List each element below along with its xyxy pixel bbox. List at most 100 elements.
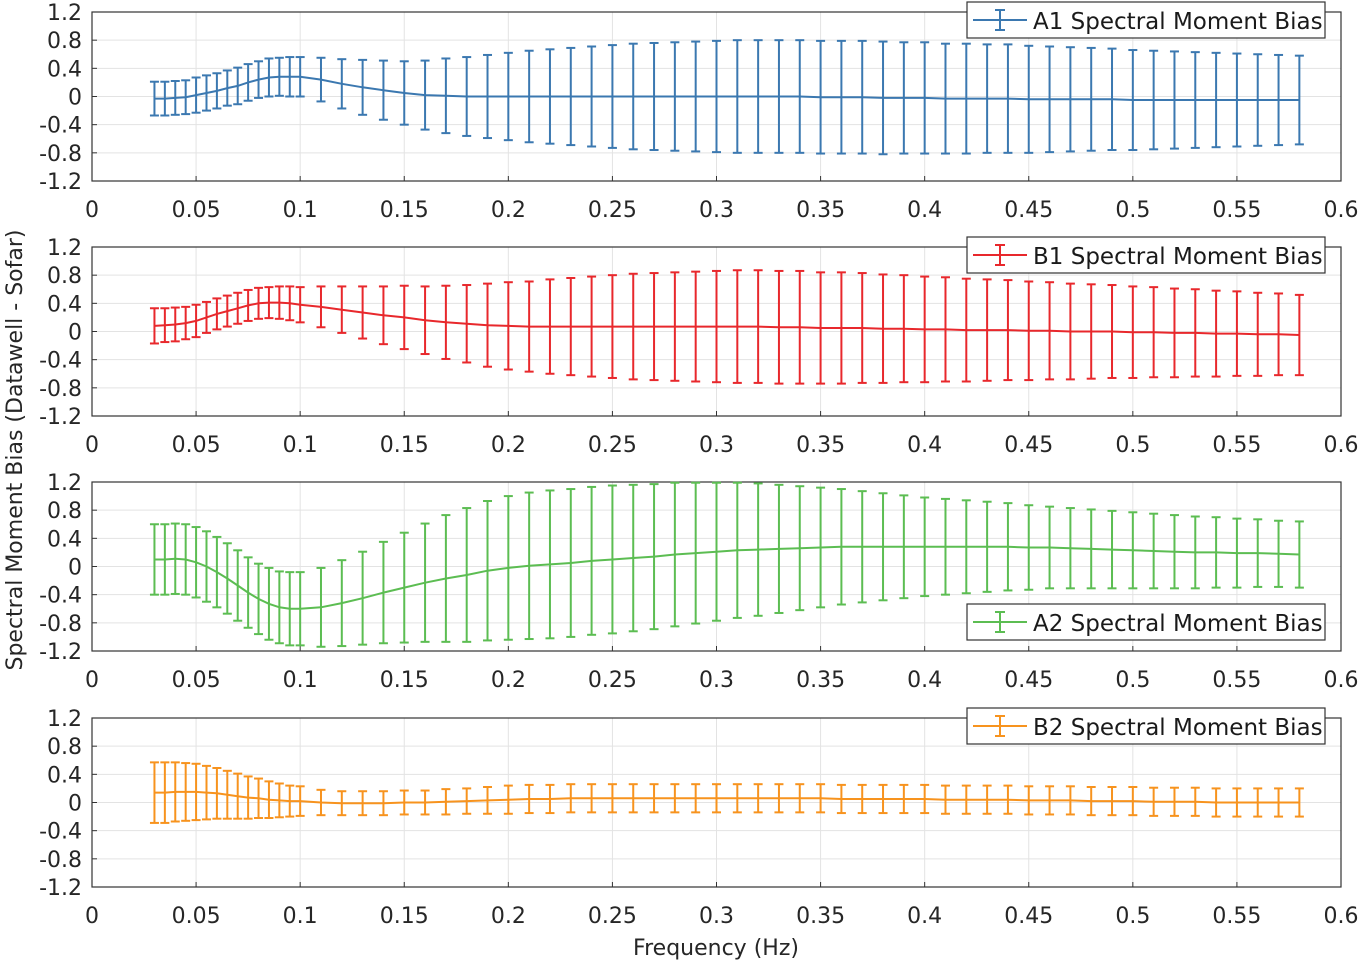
mean-line [154,545,1300,610]
y-tick-label: -0.8 [39,848,82,873]
x-tick-label: 0.55 [1212,198,1261,223]
y-tick-label: -0.8 [39,612,82,637]
y-tick-label: 0.8 [47,264,82,289]
x-tick-label: 0.45 [1004,904,1053,929]
x-tick-label: 0.2 [491,668,526,693]
x-tick-label: 0.55 [1212,668,1261,693]
x-tick-label: 0.5 [1115,198,1150,223]
x-tick-label: 0.35 [796,904,845,929]
x-tick-label: 0.4 [907,904,942,929]
y-tick-label: -0.8 [39,142,82,167]
x-tick-label: 0.5 [1115,904,1150,929]
mean-line [154,75,1300,101]
legend: B1 Spectral Moment Bias [966,236,1326,274]
x-tick-label: 0.15 [380,433,429,458]
x-tick-label: 0.3 [699,433,734,458]
y-tick-label: 1.2 [47,236,82,261]
subplot-4: 0 0.05 0.1 0.15 0.2 0.25 0.3 0.35 0.4 0.45 0.5 0.55… [39,707,1358,929]
subplot-2: 0 0.05 0.1 0.15 0.2 0.25 0.3 0.35 0.4 0.45 0.5 0.55… [39,236,1358,458]
x-tick-label: 0.1 [283,198,318,223]
x-tick-label: 0.05 [172,433,221,458]
x-tick-label: 0.55 [1212,433,1261,458]
x-tick-label: 0.15 [380,668,429,693]
x-tick-label: 0 [85,433,99,458]
x-axis-label: Frequency (Hz) [633,936,799,961]
x-tick-label: 0.55 [1212,904,1261,929]
y-tick-label: 0 [68,321,82,346]
x-tick-label: 0.2 [491,198,526,223]
subplot-3: 0 0.05 0.1 0.15 0.2 0.25 0.3 0.35 0.4 0.45 0.5 0.55… [39,471,1358,693]
x-tick-label: 0.25 [588,668,637,693]
x-tick-label: 0.1 [283,668,318,693]
y-tick-label: 0.4 [47,763,82,788]
y-tick-label: -0.4 [39,584,82,609]
y-tick-label: 1.2 [47,1,82,26]
x-tick-label: 0 [85,198,99,223]
legend-label: B1 Spectral Moment Bias [1033,244,1323,270]
y-tick-label: -0.4 [39,820,82,845]
y-axis-label: Spectral Moment Bias (Datawell - Sofar) [3,230,28,671]
y-tick-label: 0.8 [47,735,82,760]
y-tick-label: -1.2 [39,876,82,901]
legend-label: B2 Spectral Moment Bias [1033,715,1323,741]
x-tick-label: 0.15 [380,904,429,929]
x-tick-label: 0.4 [907,433,942,458]
x-tick-label: 0.5 [1115,433,1150,458]
x-tick-label: 0.25 [588,433,637,458]
x-tick-label: 0.3 [699,198,734,223]
x-tick-label: 0.6 [1324,668,1358,693]
x-tick-label: 0 [85,904,99,929]
y-tick-label: 1.2 [47,471,82,496]
x-tick-label: 0.35 [796,198,845,223]
x-tick-label: 0.3 [699,668,734,693]
axes-box [91,246,1342,417]
x-tick-label: 0.45 [1004,668,1053,693]
x-tick-label: 0.45 [1004,433,1053,458]
y-tick-label: 0 [68,792,82,817]
x-tick-label: 0.3 [699,904,734,929]
y-tick-label: 0.4 [47,57,82,82]
y-tick-label: 0.4 [47,292,82,317]
x-tick-label: 0.1 [283,904,318,929]
x-tick-label: 0.6 [1324,198,1358,223]
subplot-1: 0 0.05 0.1 0.15 0.2 0.25 0.3 0.35 0.4 0.45 0.5 0.55… [39,1,1358,223]
mean-line [154,790,1300,805]
y-tick-label: 0 [68,556,82,581]
y-tick-label: -0.8 [39,377,82,402]
x-tick-label: 0.4 [907,198,942,223]
x-tick-label: 0.5 [1115,668,1150,693]
x-tick-label: 0.4 [907,668,942,693]
x-tick-label: 0.25 [588,198,637,223]
x-tick-label: 0.1 [283,433,318,458]
x-tick-label: 0.15 [380,198,429,223]
y-tick-label: -1.2 [39,170,82,195]
axes-box [91,717,1342,888]
y-tick-label: 1.2 [47,707,82,732]
x-tick-label: 0.35 [796,433,845,458]
legend: A2 Spectral Moment Bias [966,603,1326,641]
axes-box [91,11,1342,182]
x-tick-label: 0.6 [1324,433,1358,458]
x-tick-label: 0.2 [491,904,526,929]
x-tick-label: 0.2 [491,433,526,458]
legend-label: A2 Spectral Moment Bias [1033,611,1323,637]
x-tick-label: 0 [85,668,99,693]
y-tick-label: 0 [68,86,82,111]
x-tick-label: 0.25 [588,904,637,929]
x-tick-label: 0.05 [172,198,221,223]
legend-label: A1 Spectral Moment Bias [1033,9,1323,35]
x-tick-label: 0.45 [1004,198,1053,223]
legend: A1 Spectral Moment Bias [966,1,1326,39]
y-tick-label: 0.8 [47,29,82,54]
x-tick-label: 0.05 [172,668,221,693]
y-tick-label: 0.8 [47,499,82,524]
x-tick-label: 0.05 [172,904,221,929]
y-tick-label: 0.4 [47,527,82,552]
legend: B2 Spectral Moment Bias [966,707,1326,745]
y-tick-label: -0.4 [39,114,82,139]
y-tick-label: -1.2 [39,405,82,430]
mean-line [154,301,1300,336]
x-tick-label: 0.6 [1324,904,1358,929]
y-tick-label: -0.4 [39,349,82,374]
